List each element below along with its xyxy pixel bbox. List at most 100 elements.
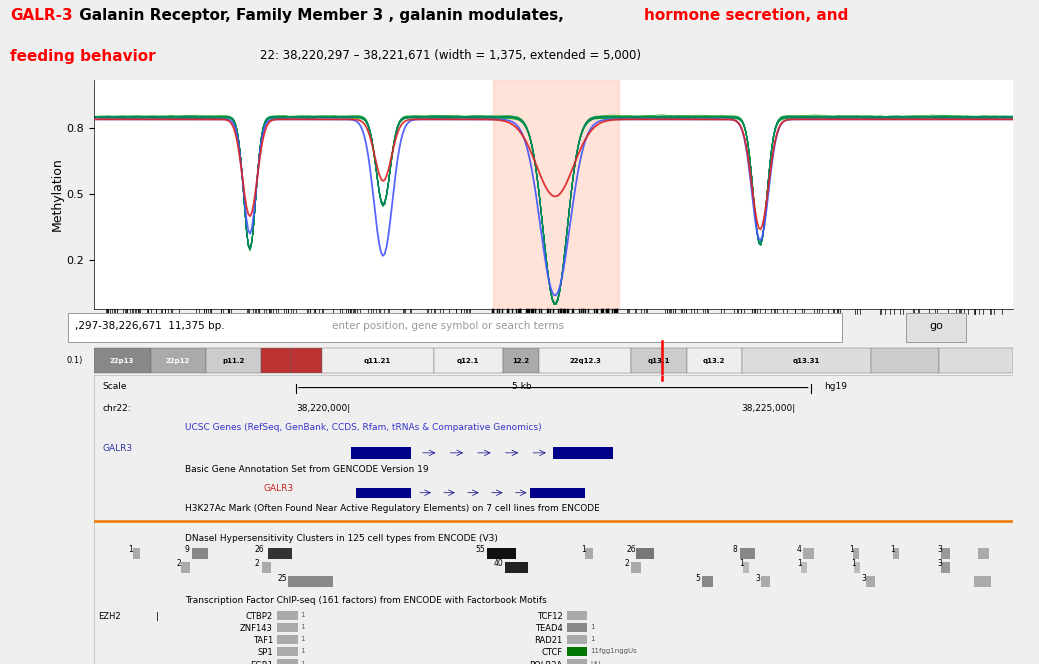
Text: EZH2: EZH2 xyxy=(98,612,121,621)
Text: GALR-3: GALR-3 xyxy=(10,8,73,23)
Text: 22: 38,220,297 – 38,221,671 (width = 1,375, extended = 5,000): 22: 38,220,297 – 38,221,671 (width = 1,3… xyxy=(260,49,641,62)
Text: RAD21: RAD21 xyxy=(534,636,562,645)
Bar xyxy=(539,348,632,373)
Bar xyxy=(261,348,291,373)
Bar xyxy=(567,635,587,644)
Text: 11fgg1nggUs: 11fgg1nggUs xyxy=(590,649,637,655)
Text: 1: 1 xyxy=(849,545,854,554)
Text: 4: 4 xyxy=(797,545,802,554)
Bar xyxy=(192,548,209,558)
Text: TEAD4: TEAD4 xyxy=(535,624,562,633)
Text: 1: 1 xyxy=(300,649,305,655)
Text: DNaseI Hypersensitivity Clusters in 125 cell types from ENCODE (V3): DNaseI Hypersensitivity Clusters in 125 … xyxy=(186,534,499,543)
Text: chr22:: chr22: xyxy=(103,404,131,413)
Text: q12.1: q12.1 xyxy=(457,357,479,363)
Bar xyxy=(355,487,410,498)
Bar xyxy=(505,562,529,573)
Bar xyxy=(151,348,206,373)
Text: 5 kb: 5 kb xyxy=(512,382,532,391)
Text: Basic Gene Annotation Set from GENCODE Version 19: Basic Gene Annotation Set from GENCODE V… xyxy=(186,465,429,474)
Bar xyxy=(854,562,860,573)
Text: 1: 1 xyxy=(129,545,133,554)
Text: 22q12.3: 22q12.3 xyxy=(569,357,602,363)
Bar xyxy=(871,348,939,373)
Bar xyxy=(939,348,1013,373)
Text: UU: UU xyxy=(590,661,601,664)
Text: 3: 3 xyxy=(937,545,942,554)
Text: TAF1: TAF1 xyxy=(252,636,273,645)
Text: 2: 2 xyxy=(625,560,630,568)
Bar xyxy=(567,623,587,632)
Text: 3: 3 xyxy=(861,574,867,583)
Bar xyxy=(277,647,297,657)
Text: 1: 1 xyxy=(300,612,305,618)
Text: 9: 9 xyxy=(185,545,189,554)
Bar xyxy=(567,611,587,620)
Text: EGR1: EGR1 xyxy=(250,661,273,664)
Text: 1: 1 xyxy=(851,560,856,568)
Text: hg19: hg19 xyxy=(825,382,848,391)
Text: 38,220,000|: 38,220,000| xyxy=(296,404,350,413)
Text: 12.2: 12.2 xyxy=(512,357,530,363)
Text: 1: 1 xyxy=(300,636,305,642)
Text: CTCF: CTCF xyxy=(541,649,562,657)
Text: 0.1): 0.1) xyxy=(66,356,82,365)
Text: Galanin Receptor, Family Member 3 , galanin modulates,: Galanin Receptor, Family Member 3 , gala… xyxy=(74,8,568,23)
Bar xyxy=(636,548,655,558)
Bar xyxy=(687,348,742,373)
Text: 1: 1 xyxy=(889,545,895,554)
Text: 55: 55 xyxy=(475,545,485,554)
Bar xyxy=(853,548,859,558)
Text: Scale: Scale xyxy=(103,382,127,391)
Bar xyxy=(289,576,332,588)
Text: TCF12: TCF12 xyxy=(537,612,562,621)
Text: CTBP2: CTBP2 xyxy=(245,612,273,621)
Bar xyxy=(893,548,899,558)
Text: go: go xyxy=(929,321,943,331)
Text: 22p13: 22p13 xyxy=(110,357,134,363)
Text: 1: 1 xyxy=(300,661,305,664)
Bar xyxy=(801,562,807,573)
Bar xyxy=(743,562,749,573)
Text: q11.21: q11.21 xyxy=(364,357,392,363)
Text: ,297-38,226,671  11,375 bp.: ,297-38,226,671 11,375 bp. xyxy=(75,321,224,331)
Bar xyxy=(762,576,770,588)
FancyBboxPatch shape xyxy=(68,313,842,342)
FancyBboxPatch shape xyxy=(906,313,966,342)
Text: 40: 40 xyxy=(494,560,503,568)
Bar xyxy=(865,576,875,588)
Bar xyxy=(941,548,951,558)
Bar xyxy=(487,548,516,558)
Text: 22p12: 22p12 xyxy=(166,357,190,363)
Bar xyxy=(941,562,951,573)
Bar xyxy=(433,348,503,373)
Text: 1: 1 xyxy=(300,624,305,630)
Text: hormone secretion, and: hormone secretion, and xyxy=(644,8,848,23)
Text: q13.31: q13.31 xyxy=(793,357,820,363)
Text: 2: 2 xyxy=(255,560,259,568)
Bar xyxy=(553,447,613,459)
Y-axis label: Methylation: Methylation xyxy=(50,157,63,231)
Text: H3K27Ac Mark (Often Found Near Active Regulatory Elements) on 7 cell lines from : H3K27Ac Mark (Often Found Near Active Re… xyxy=(186,504,601,513)
Bar xyxy=(277,623,297,632)
Bar xyxy=(803,548,815,558)
Bar xyxy=(742,348,871,373)
Bar xyxy=(978,548,989,558)
Bar xyxy=(181,562,190,573)
Text: 26: 26 xyxy=(627,545,637,554)
Bar xyxy=(291,348,321,373)
Bar xyxy=(632,562,641,573)
Text: 5: 5 xyxy=(695,574,699,583)
Bar xyxy=(585,548,593,558)
Text: p11.2: p11.2 xyxy=(222,357,244,363)
Text: 1: 1 xyxy=(590,636,594,642)
Bar xyxy=(321,348,433,373)
Bar xyxy=(277,659,297,664)
Bar xyxy=(567,659,587,664)
Bar xyxy=(351,447,410,459)
Bar xyxy=(503,348,539,373)
Bar xyxy=(277,635,297,644)
Bar xyxy=(702,576,713,588)
Text: q13.2: q13.2 xyxy=(703,357,725,363)
Text: 8: 8 xyxy=(732,545,738,554)
